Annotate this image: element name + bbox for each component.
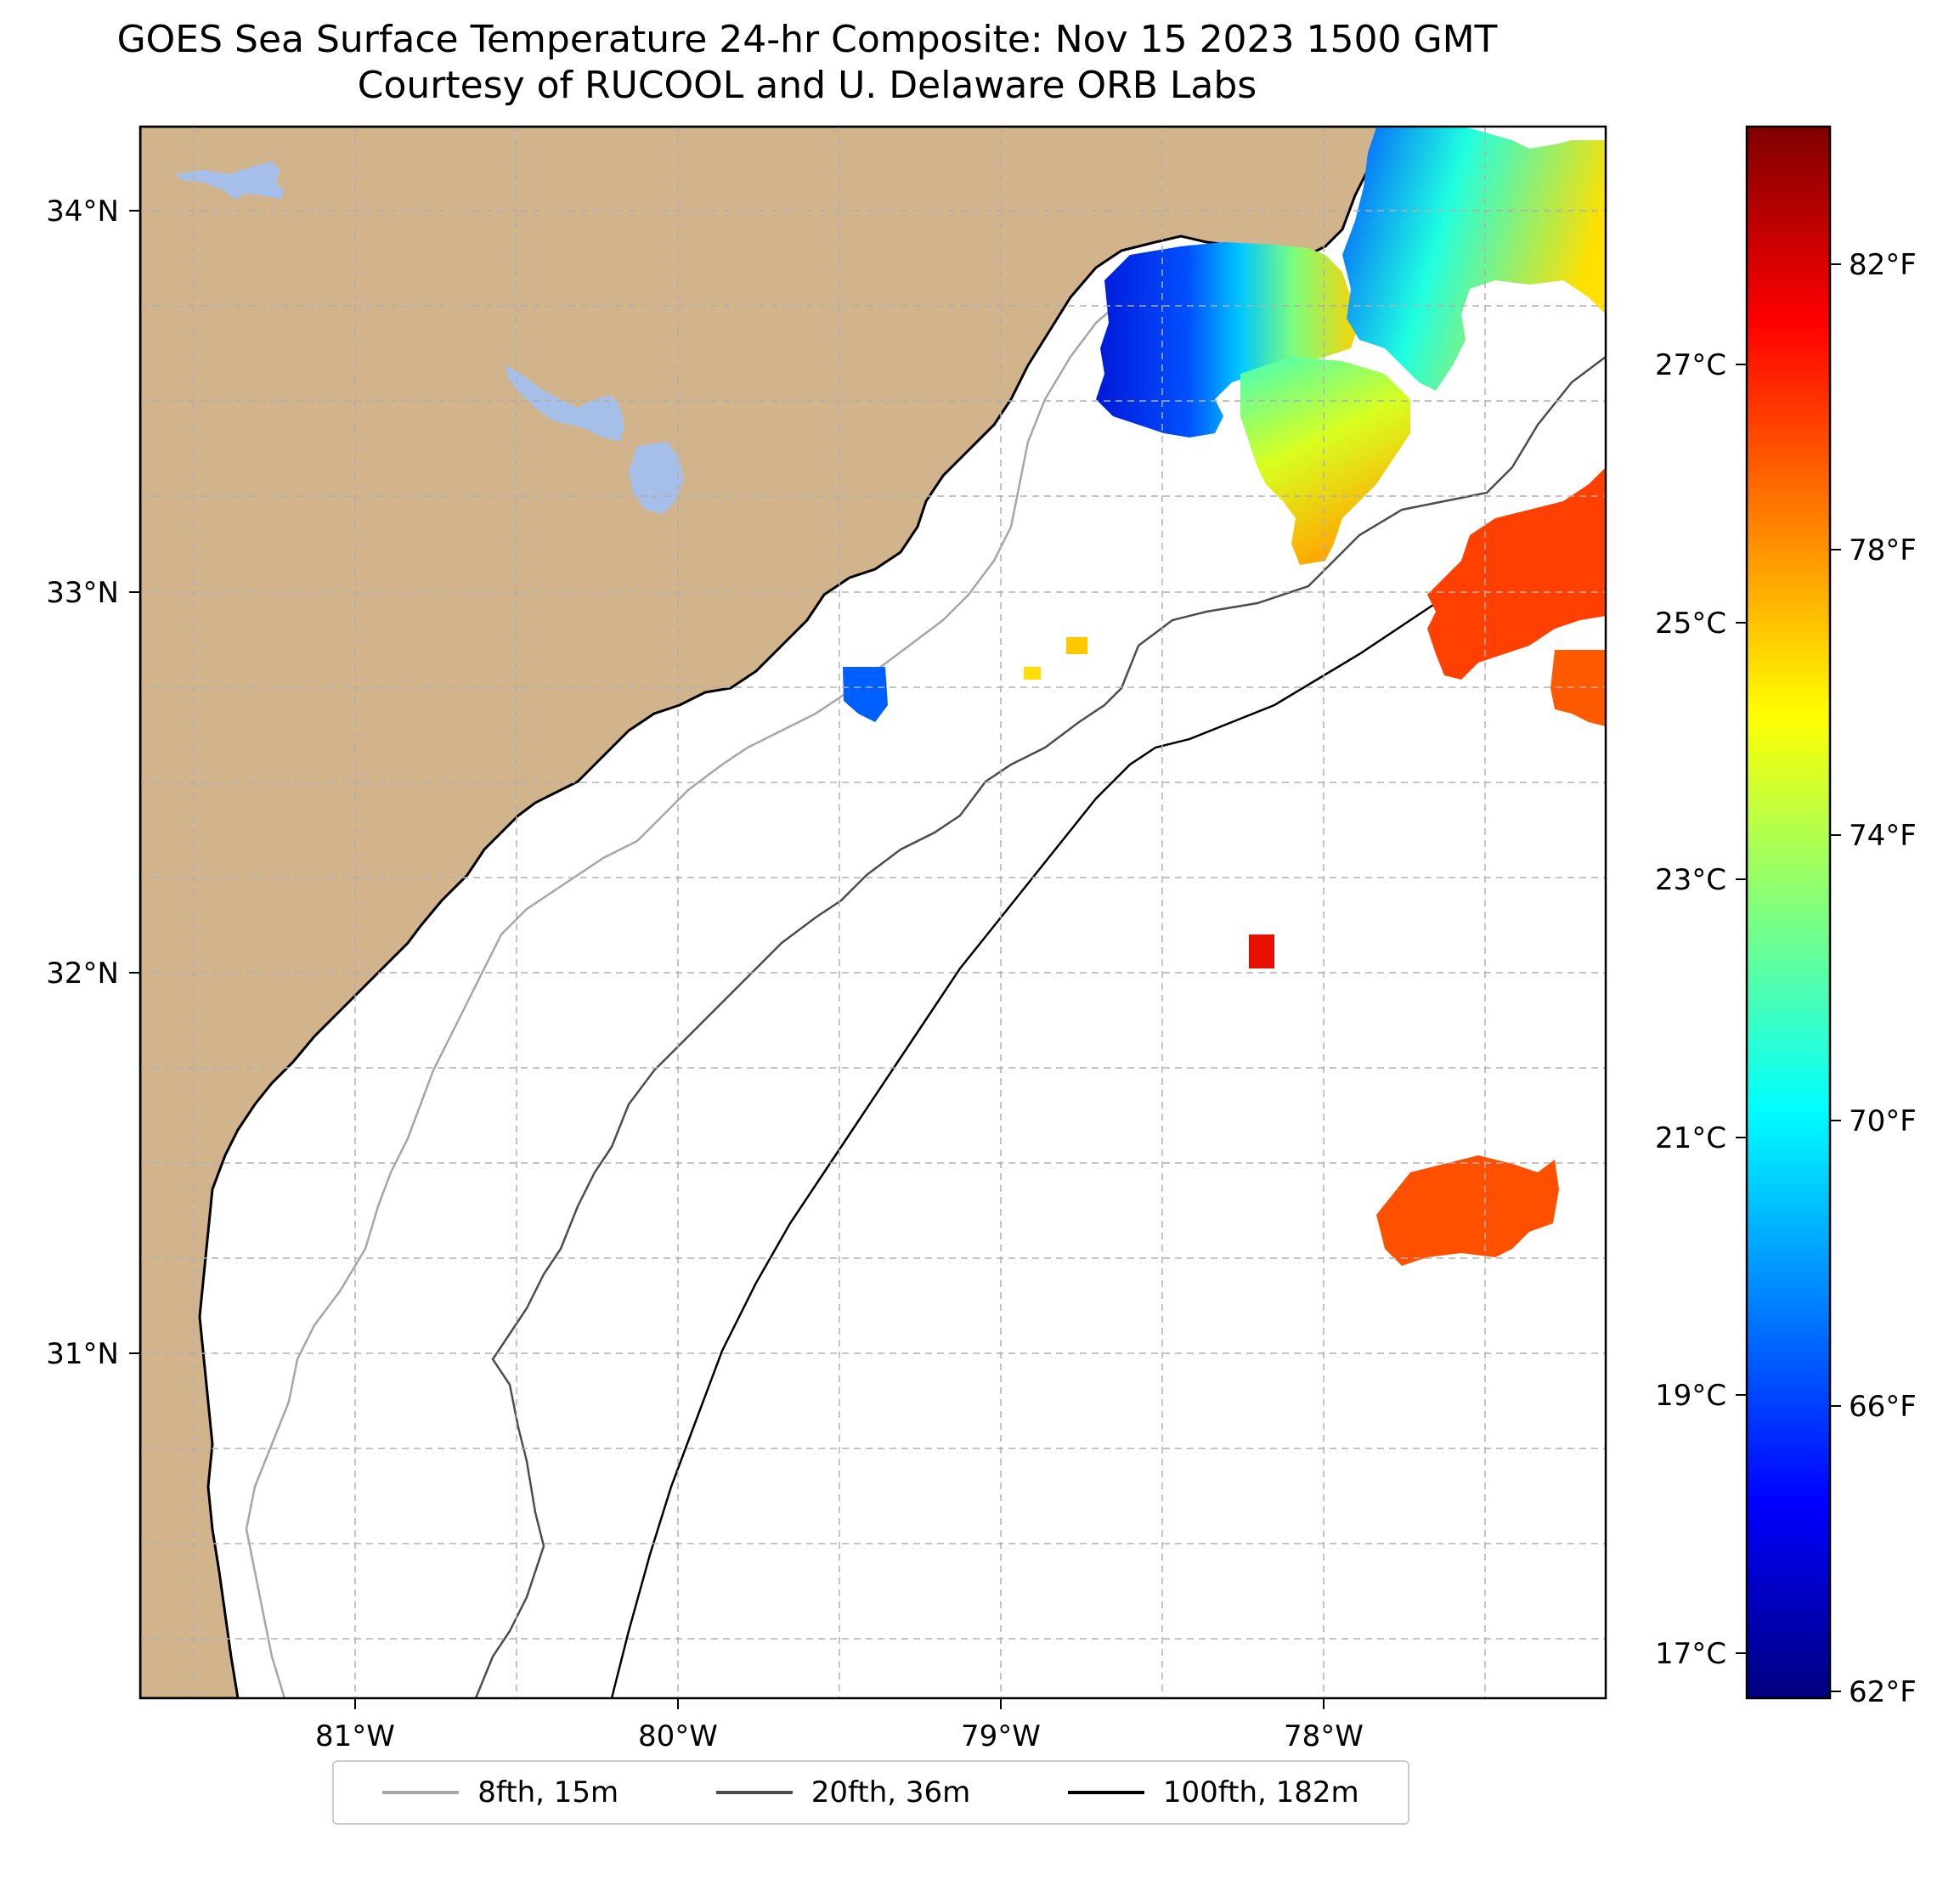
- colorbar-gradient: [1745, 125, 1832, 1700]
- cbar-c-23: 23°C: [1655, 863, 1726, 897]
- sst-speck-yellow-2: [1024, 667, 1041, 680]
- lon-label-79: 79°W: [961, 1719, 1041, 1753]
- lat-label-32: 32°N: [46, 957, 119, 991]
- land-mass: [140, 127, 1382, 1698]
- legend-line-8fth: [382, 1791, 460, 1794]
- lake-marion: [506, 365, 624, 442]
- sst-speck-blue: [843, 667, 888, 722]
- lon-label-78: 78°W: [1284, 1719, 1364, 1753]
- chart-title: GOES Sea Surface Temperature 24-hr Compo…: [0, 17, 1614, 109]
- sst-patch-northeast: [1342, 127, 1606, 391]
- legend-line-20fth: [715, 1791, 793, 1794]
- cbar-f-74: 74°F: [1849, 819, 1917, 853]
- legend-item-8fth: 8fth, 15m: [382, 1776, 619, 1809]
- sst-patch-southeast: [1376, 1155, 1559, 1266]
- lat-label-33: 33°N: [46, 576, 119, 610]
- legend-line-100fth: [1067, 1791, 1144, 1794]
- cbar-f-70: 70°F: [1849, 1104, 1917, 1138]
- cbar-f-78: 78°F: [1849, 534, 1917, 567]
- sst-patch-east: [1427, 467, 1606, 680]
- map-frame: [138, 125, 1607, 1700]
- isobath-20fth: [474, 356, 1606, 1698]
- cbar-f-66: 66°F: [1849, 1390, 1917, 1424]
- cbar-c-17: 17°C: [1655, 1637, 1726, 1671]
- gridlines: [140, 127, 1606, 1698]
- lat-label-31: 31°N: [46, 1337, 119, 1371]
- lat-label-34: 34°N: [46, 195, 119, 229]
- lon-label-81: 81°W: [315, 1719, 395, 1753]
- legend-label-20fth: 20fth, 36m: [811, 1776, 971, 1809]
- cbar-c-19: 19°C: [1655, 1379, 1726, 1413]
- title-line-2: Courtesy of RUCOOL and U. Delaware ORB L…: [357, 64, 1257, 107]
- lake-north: [174, 161, 285, 200]
- cbar-c-21: 21°C: [1655, 1121, 1726, 1155]
- map-panel: [140, 127, 1606, 1698]
- sst-patch-east-2: [1550, 650, 1606, 726]
- colorbar: 27°C 25°C 23°C 21°C 19°C 17°C 82°F 78°F …: [1655, 125, 1917, 1709]
- title-line-1: GOES Sea Surface Temperature 24-hr Compo…: [116, 18, 1498, 61]
- legend-label-8fth: 8fth, 15m: [477, 1776, 619, 1809]
- sst-speck-red: [1249, 934, 1274, 968]
- legend-label-100fth: 100fth, 182m: [1162, 1776, 1359, 1809]
- cbar-f-62: 62°F: [1849, 1675, 1917, 1709]
- isobath-legend: 8fth, 15m 20fth, 36m 100fth, 182m: [332, 1760, 1409, 1825]
- sst-patch-middle: [1240, 357, 1410, 565]
- cbar-c-25: 25°C: [1655, 607, 1726, 641]
- legend-item-100fth: 100fth, 182m: [1067, 1776, 1359, 1809]
- isobath-8fth: [245, 296, 1127, 1698]
- axis-ticks: [129, 210, 1325, 1709]
- lon-label-80: 80°W: [638, 1719, 718, 1753]
- cbar-f-82: 82°F: [1849, 248, 1917, 282]
- isobath-100fth: [610, 483, 1606, 1698]
- cbar-c-27: 27°C: [1655, 348, 1726, 382]
- sst-speck-yellow: [1066, 637, 1087, 654]
- legend-item-20fth: 20fth, 36m: [715, 1776, 971, 1809]
